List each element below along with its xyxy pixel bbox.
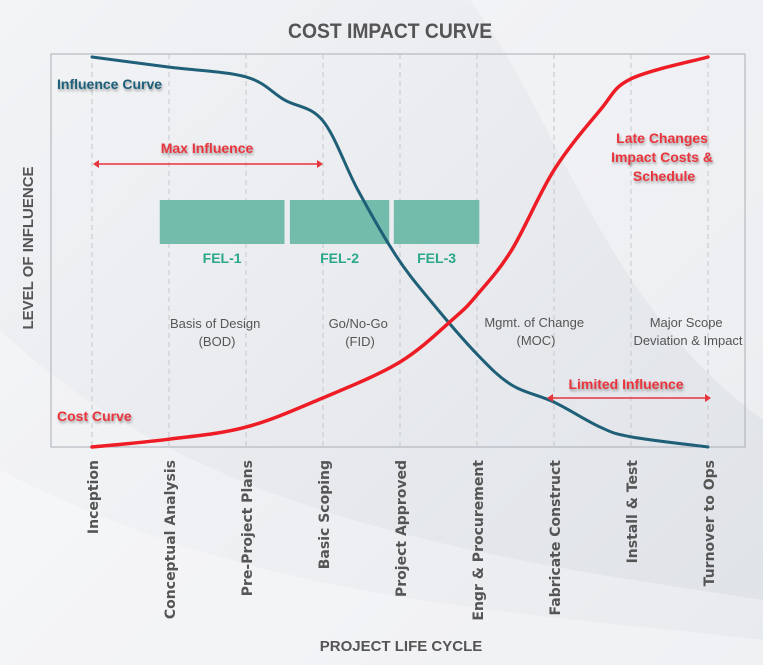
late-changes-line: Schedule — [633, 168, 695, 184]
fel-phase-label: FEL-2 — [320, 250, 359, 266]
influence-curve-line — [90, 55, 710, 449]
label-line: (FID) — [345, 334, 375, 349]
label-line: Mgmt. of Change — [484, 315, 584, 330]
arrowhead-left — [93, 160, 99, 168]
stage-labels: Inception Conceptual Analysis Pre-Project … — [86, 460, 718, 621]
cost-curve-label: Cost Curve — [57, 408, 132, 424]
arrowhead-right — [705, 394, 711, 402]
stage-label: Conceptual Analysis — [163, 460, 179, 619]
go-no-go-label: Go/No-Go (FID) — [329, 316, 392, 349]
fel-phase-label: FEL-3 — [417, 250, 456, 266]
limited-influence-annotation: Limited Influence — [547, 376, 711, 402]
fel-phase-bar — [159, 200, 285, 244]
stage-label: Inception — [86, 460, 102, 534]
label-line: Major Scope — [650, 315, 723, 330]
late-changes-line: Late Changes — [616, 130, 708, 146]
label-line: Basis of Design — [170, 316, 260, 331]
label-line: Deviation & Impact — [633, 333, 742, 348]
arrowhead-right — [317, 160, 323, 168]
plot-frame — [50, 53, 746, 448]
stage-label: Install & Test — [625, 460, 641, 564]
stage-label: Basic Scoping — [317, 460, 333, 569]
label-line: (BOD) — [199, 334, 236, 349]
curves — [90, 55, 710, 449]
arrowhead-left — [547, 394, 553, 402]
stage-label: Fabricate Construct — [548, 460, 564, 616]
max-influence-label: Max Influence — [161, 140, 254, 156]
mgmt-of-change-label: Mgmt. of Change (MOC) — [484, 315, 587, 348]
stage-label: Engr & Procurement — [471, 460, 487, 621]
cost-curve-line — [90, 55, 710, 449]
major-scope-label: Major Scope Deviation & Impact — [633, 315, 742, 348]
max-influence-annotation: Max Influence — [93, 140, 323, 168]
basis-of-design-label: Basis of Design (BOD) — [170, 316, 264, 349]
fel-phase-bar — [289, 200, 390, 244]
influence-curve-label: Influence Curve — [57, 76, 162, 92]
stage-gridlines — [91, 54, 709, 447]
fel-phases: FEL-1 FEL-2 FEL-3 — [159, 200, 480, 266]
late-changes-label: Late Changes Impact Costs & Schedule — [611, 130, 717, 184]
label-line: (MOC) — [517, 333, 556, 348]
y-axis-label: LEVEL OF INFLUENCE — [20, 166, 37, 329]
stage-label: Project Approved — [394, 460, 410, 597]
stage-label: Turnover to Ops — [702, 460, 718, 586]
fel-phase-label: FEL-1 — [203, 250, 242, 266]
chart-title: COST IMPACT CURVE — [288, 20, 492, 43]
fel-phase-bar — [393, 200, 480, 244]
late-changes-line: Impact Costs & — [611, 149, 713, 165]
label-line: Go/No-Go — [329, 316, 388, 331]
limited-influence-label: Limited Influence — [568, 376, 683, 392]
stage-label: Pre-Project Plans — [240, 460, 256, 596]
x-axis-label: PROJECT LIFE CYCLE — [320, 638, 483, 655]
